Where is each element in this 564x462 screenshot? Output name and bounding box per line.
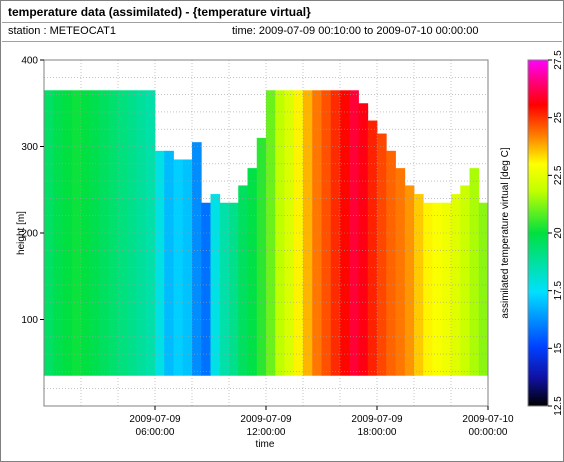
x-axis-label: time bbox=[256, 439, 275, 450]
colorbar-tick-label: 25 bbox=[553, 112, 564, 124]
heatmap-cell bbox=[349, 90, 359, 376]
heatmap-cell bbox=[71, 90, 82, 376]
heatmap-cell bbox=[62, 90, 73, 376]
heatmap-cell bbox=[460, 185, 470, 376]
heatmap-cell bbox=[201, 202, 211, 376]
heatmap-cell bbox=[256, 137, 267, 376]
heatmap-cell bbox=[469, 168, 480, 376]
x-tick-label-date: 2009-07-10 bbox=[462, 414, 514, 425]
colorbar-tick-label: 20 bbox=[553, 227, 564, 239]
time-range-label: time: 2009-07-09 00:10:00 to 2009-07-10 … bbox=[232, 25, 479, 37]
heatmap-cell bbox=[284, 90, 295, 376]
colorbar-tick-label: 27.5 bbox=[553, 50, 564, 70]
heatmap-cell bbox=[395, 168, 406, 376]
y-tick-label: 100 bbox=[21, 315, 38, 326]
title-bar: temperature data (assimilated) - {temper… bbox=[2, 2, 562, 23]
colorbar-tick-label: 17.5 bbox=[553, 280, 564, 300]
x-tick-label-date: 2009-07-09 bbox=[351, 414, 403, 425]
heatmap-cell bbox=[367, 120, 378, 376]
heatmap-cell bbox=[44, 90, 54, 376]
heatmap-cell bbox=[404, 185, 415, 376]
colorbar-ticks: 12.5 15 17.5 20 22.5 25 27.5 bbox=[548, 50, 564, 416]
heatmap-cell bbox=[164, 150, 174, 376]
heatmap-cell bbox=[266, 90, 276, 376]
x-tick-label-time: 06:00:00 bbox=[136, 427, 175, 438]
station-label: station : METEOCAT1 bbox=[8, 25, 116, 37]
heatmap-cell bbox=[432, 202, 443, 376]
heatmap-cell bbox=[423, 202, 433, 376]
y-tick-label: 400 bbox=[21, 56, 38, 67]
heatmap-cell bbox=[377, 133, 387, 376]
heatmap-cell bbox=[219, 202, 230, 376]
heatmap-cell bbox=[293, 90, 304, 376]
heatmap-cell bbox=[81, 90, 91, 376]
colorbar bbox=[527, 59, 549, 407]
heatmap-cell bbox=[53, 90, 63, 376]
heatmap-cell bbox=[414, 194, 424, 376]
colorbar-tick-label: 12.5 bbox=[553, 396, 564, 416]
heatmap-cell bbox=[127, 90, 137, 376]
heatmap-cell bbox=[155, 150, 165, 376]
heatmap-cell bbox=[275, 90, 285, 376]
x-tick-label-time: 18:00:00 bbox=[358, 427, 397, 438]
grid-lines bbox=[44, 60, 488, 406]
y-tick-label: 300 bbox=[21, 142, 38, 153]
heatmap-cell bbox=[145, 90, 156, 376]
heatmap-cell bbox=[386, 150, 396, 376]
heatmap-cell bbox=[182, 159, 193, 376]
x-tick-label-time: 00:00:00 bbox=[469, 427, 508, 438]
heatmap-cell bbox=[441, 202, 452, 376]
x-axis-ticks: 2009-07-09 06:00:00 2009-07-09 12:00:00 2009… bbox=[129, 406, 514, 438]
heatmap-cell bbox=[303, 90, 313, 376]
heatmap-cell bbox=[173, 159, 184, 376]
info-bar: station : METEOCAT1 time: 2009-07-09 00:… bbox=[2, 23, 562, 42]
y-axis-ticks: 100 200 300 400 bbox=[21, 56, 44, 326]
x-tick-label-time: 12:00:00 bbox=[247, 427, 286, 438]
colorbar-label: assimilated temperature virtual [deg C] bbox=[500, 147, 511, 318]
heatmap-cells bbox=[44, 90, 489, 376]
heatmap-cell bbox=[478, 202, 489, 376]
heatmap-cell bbox=[192, 142, 202, 376]
heatmap-cell bbox=[136, 90, 147, 376]
x-tick-label-date: 2009-07-09 bbox=[240, 414, 292, 425]
heatmap-cell bbox=[247, 168, 258, 376]
y-axis-label: height [m] bbox=[16, 211, 27, 255]
colorbar-tick-label: 15 bbox=[553, 342, 564, 354]
heatmap-cell bbox=[229, 202, 239, 376]
heatmap-cell bbox=[358, 103, 369, 376]
heatmap-cell bbox=[238, 185, 248, 376]
colorbar-tick-label: 22.5 bbox=[553, 165, 564, 185]
chart-title: temperature data (assimilated) - {temper… bbox=[8, 5, 311, 19]
y-tick-label: 200 bbox=[21, 229, 38, 240]
x-tick-label-date: 2009-07-09 bbox=[129, 414, 181, 425]
